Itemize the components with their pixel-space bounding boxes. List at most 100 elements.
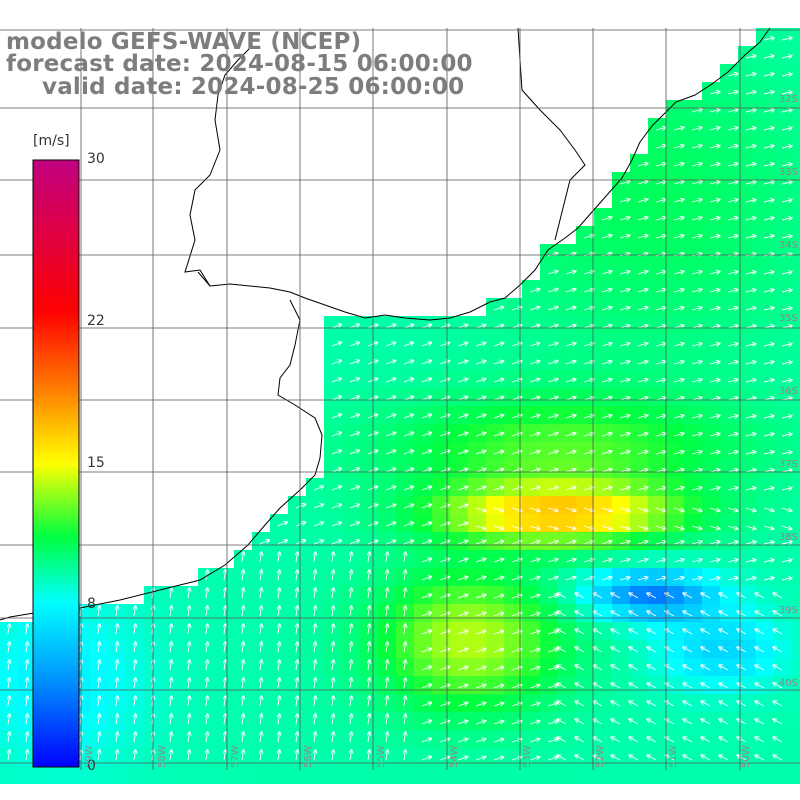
wind-speed-cell [522,352,540,370]
wind-speed-cell [540,604,558,622]
wind-speed-cell [594,658,612,676]
latitude-label: 32S [778,94,798,105]
wind-arrow [601,487,612,491]
wind-arrow [439,451,449,455]
wind-speed-cell [738,748,756,766]
wind-speed-cell [558,424,576,442]
wind-arrow [475,559,486,563]
wind-speed-cell [414,550,432,568]
wind-speed-cell [504,568,522,586]
wind-arrow [493,379,504,383]
wind-speed-cell [558,532,576,550]
wind-arrow [727,434,738,436]
wind-arrow [583,271,594,275]
wind-speed-cell [90,676,108,694]
wind-speed-cell [486,514,504,532]
wind-speed-cell [684,568,702,586]
wind-speed-cell [162,676,180,694]
wind-speed-cell [756,100,774,118]
wind-speed-cell [486,568,504,586]
wind-arrow [673,235,684,238]
wind-speed-cell [720,658,738,676]
wind-arrow [655,127,666,130]
wind-speed-cell [702,604,720,622]
wind-arrow [691,272,702,275]
wind-speed-cell [594,352,612,370]
wind-speed-cell [576,316,594,334]
wind-speed-cell [468,388,486,406]
wind-speed-cell [630,712,648,730]
wind-speed-cell [720,640,738,658]
wind-arrow [619,433,630,436]
wind-speed-cell [90,604,108,622]
wind-speed-cell [270,730,288,748]
wind-arrow [601,235,612,239]
wind-speed-cell [108,748,126,766]
wind-speed-cell [342,766,360,784]
wind-arrow [745,200,756,202]
wind-speed-cell [396,568,414,586]
wind-speed-cell [396,748,414,766]
wind-arrow [421,451,431,455]
wind-speed-cell [738,460,756,478]
wind-speed-cell [252,748,270,766]
wind-arrow [385,325,395,329]
wind-speed-cell [126,766,144,784]
wind-speed-cell [360,388,378,406]
wind-speed-cell [558,460,576,478]
wind-speed-cell [486,460,504,478]
wind-arrow [457,325,468,329]
wind-speed-cell [450,496,468,514]
wind-arrow [475,433,486,437]
wind-speed-cell [756,82,774,100]
wind-speed-cell [558,316,576,334]
wind-speed-cell [540,748,558,766]
wind-speed-cell [504,712,522,730]
wind-arrow [295,540,305,545]
wind-arrow [242,552,244,563]
wind-arrow [350,552,352,563]
wind-speed-cell [774,514,792,532]
wind-speed-cell [252,694,270,712]
wind-speed-cell [360,568,378,586]
wind-speed-cell [666,604,684,622]
wind-speed-cell [702,676,720,694]
wind-speed-cell [558,406,576,424]
wind-speed-cell [396,640,414,658]
wind-arrow [655,163,666,166]
wind-arrow [637,235,648,238]
wind-speed-cell [378,442,396,460]
wind-speed-cell [630,226,648,244]
wind-speed-cell [702,766,720,784]
wind-speed-cell [270,766,288,784]
wind-speed-cell [738,388,756,406]
wind-speed-cell [666,712,684,730]
wind-arrow [745,290,756,292]
longitude-label: 56W [303,745,314,768]
wind-arrow [709,452,720,454]
wind-arrow [745,164,756,166]
wind-speed-cell [702,208,720,226]
wind-speed-cell [684,154,702,172]
wind-arrow [637,433,648,436]
wind-arrow [709,362,720,364]
wind-arrow [493,507,504,511]
wind-arrow [583,487,594,491]
wind-speed-cell [792,280,800,298]
wind-speed-cell [720,280,738,298]
wind-speed-cell [342,334,360,352]
wind-speed-cell [270,712,288,730]
wind-speed-cell [468,694,486,712]
wind-arrow [493,307,504,311]
wind-speed-cell [90,730,108,748]
wind-speed-cell [684,460,702,478]
wind-arrow [386,552,388,563]
wind-speed-cell [720,388,738,406]
wind-arrow [763,488,774,490]
wind-speed-cell [774,748,792,766]
wind-speed-cell [702,154,720,172]
wind-speed-cell [324,514,342,532]
wind-speed-cell [774,604,792,622]
wind-speed-cell [378,676,396,694]
wind-speed-cell [702,658,720,676]
